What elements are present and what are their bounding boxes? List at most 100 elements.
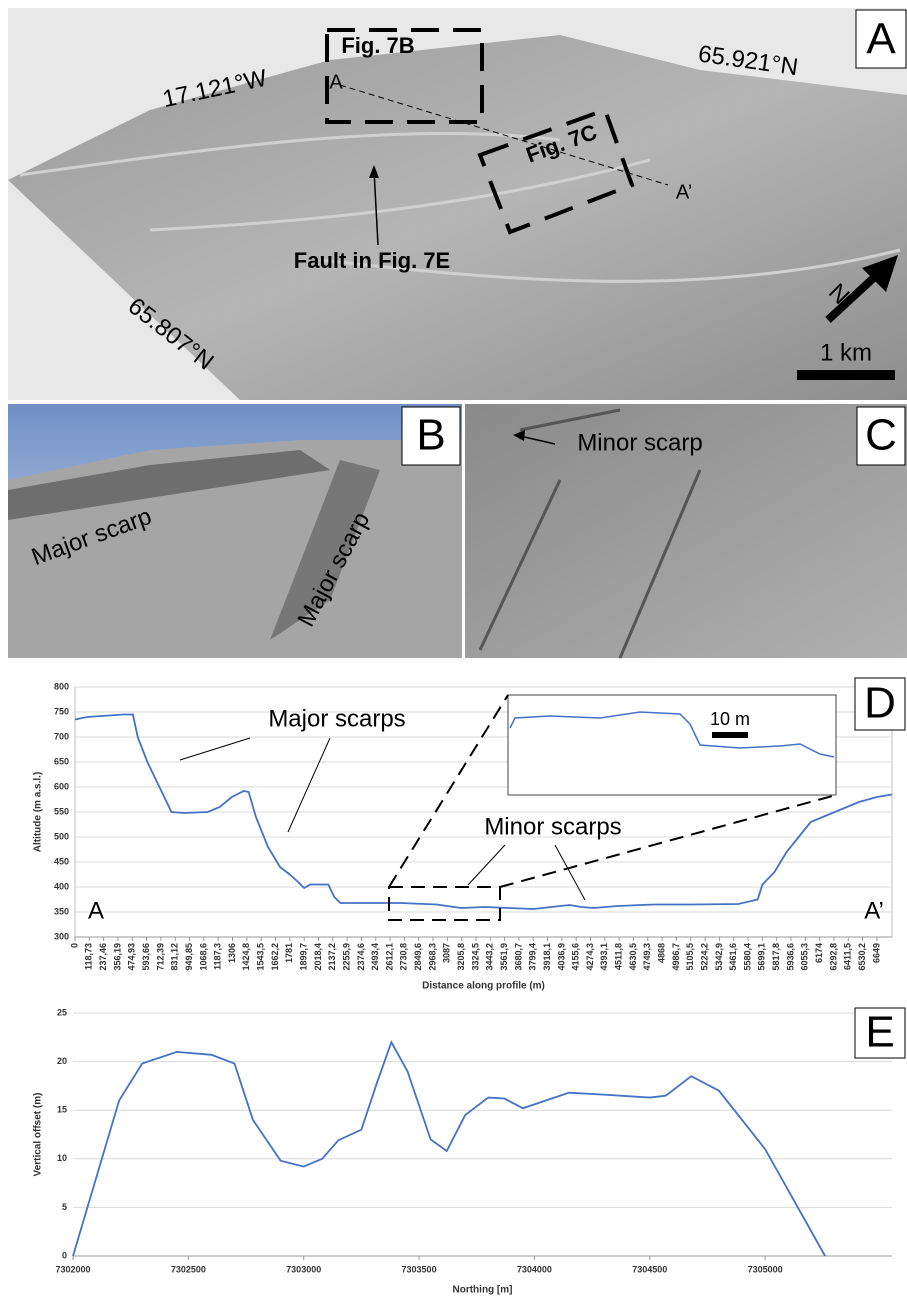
- panel-c: C Minor scarp: [465, 404, 907, 659]
- x-tick-label: 1424,8: [241, 943, 251, 971]
- y-tick-label: 800: [54, 681, 69, 691]
- terrain-texture: [478, 408, 702, 659]
- x-tick-label: 5699,1: [757, 943, 767, 971]
- plot-area: [73, 1013, 892, 1256]
- panel-label: D: [864, 679, 896, 728]
- y-axis-label: Altitude (m a.s.l.): [33, 772, 44, 853]
- x-tick-label: 593,66: [141, 943, 151, 971]
- panel-label-box: [854, 1007, 906, 1059]
- annotation-arrow: [287, 737, 331, 833]
- chart-d-overlay: D 10 m Major scarps Minor scarps A A’: [88, 677, 906, 924]
- x-tick-label: 0: [69, 943, 79, 948]
- inset-line: [509, 711, 835, 758]
- scarp-label: Minor scarp: [577, 429, 702, 456]
- x-tick-label: 7304500: [632, 1264, 667, 1274]
- x-axis-label: Distance along profile (m): [422, 981, 545, 992]
- panel-label-box: [401, 406, 461, 466]
- profile-line: [339, 84, 669, 186]
- chart-e-overlay: E: [854, 1007, 906, 1059]
- panel-label: B: [416, 411, 445, 460]
- x-tick-label: 6055,3: [800, 943, 810, 971]
- x-tick-label: 5936,6: [785, 943, 795, 971]
- x-tick-label: 5342,9: [714, 943, 724, 971]
- panel-a: A Fig. 7B Fig. 7C 17.121°W 65.921°N 65.8…: [8, 8, 907, 400]
- panel-label: C: [865, 411, 897, 460]
- x-tick-label: 3205,8: [456, 943, 466, 971]
- box-7c: [477, 107, 635, 235]
- x-tick-label: 4630,5: [628, 943, 638, 971]
- panel-b: B Major scarp Major scarp: [8, 404, 462, 658]
- profile-end: A’: [864, 897, 884, 924]
- y-tick-label: 550: [54, 806, 69, 816]
- x-tick-label: 237,46: [98, 943, 108, 971]
- x-tick-label: 831,12: [170, 943, 180, 971]
- x-tick-label: 1187,3: [213, 943, 223, 970]
- x-tick-label: 2018,4: [313, 943, 323, 971]
- fault-label: Fault in Fig. 7E: [294, 248, 450, 273]
- x-tick-label: 4511,8: [614, 943, 624, 970]
- arrowhead: [369, 165, 379, 178]
- x-tick-label: 4749,3: [642, 943, 652, 971]
- x-tick-label: 949,85: [184, 943, 194, 971]
- x-tick-label: 5105,5: [685, 943, 695, 971]
- x-tick-label: 3680,7: [513, 943, 523, 971]
- x-tick-label: 2374,6: [356, 943, 366, 971]
- x-tick-label: 3324,5: [470, 943, 480, 971]
- x-tick-label: 7303500: [402, 1264, 437, 1274]
- inset-scale-bar: [712, 732, 748, 738]
- annotation-arrow: [467, 844, 506, 886]
- y-tick-label: 750: [54, 706, 69, 716]
- y-tick-label: 400: [54, 881, 69, 891]
- profile-end: A: [88, 897, 104, 924]
- x-tick-label: 7303000: [286, 1264, 321, 1274]
- x-tick-label: 6174: [814, 943, 824, 963]
- data-line: [72, 1039, 826, 1257]
- arrowhead: [513, 430, 525, 441]
- y-tick-label: 350: [54, 906, 69, 916]
- annotation-arrow: [179, 737, 251, 761]
- y-tick-label: 5: [62, 1202, 67, 1212]
- x-tick-label: 5224,2: [699, 943, 709, 971]
- x-tick-label: 4868: [656, 943, 666, 963]
- y-tick-label: 20: [57, 1056, 67, 1066]
- y-tick-label: 0: [62, 1250, 67, 1260]
- x-tick-label: 2968,3: [427, 943, 437, 971]
- x-tick-label: 3561,9: [499, 943, 509, 971]
- x-tick-label: 6530,2: [857, 943, 867, 971]
- scarp-face: [270, 460, 380, 640]
- x-axis-label: Northing [m]: [453, 1285, 513, 1296]
- x-tick-label: 4036,9: [556, 943, 566, 971]
- x-tick-label: 6411,5: [843, 943, 853, 970]
- y-tick-label: 600: [54, 781, 69, 791]
- terrain: [8, 35, 907, 400]
- x-tick-label: 6649: [871, 943, 881, 963]
- north-arrowhead: [862, 255, 898, 292]
- profile-end: A’: [676, 181, 692, 203]
- x-tick-label: 5461,6: [728, 943, 738, 971]
- x-tick-label: 7305000: [748, 1264, 783, 1274]
- y-tick-label: 450: [54, 856, 69, 866]
- y-tick-label: 300: [54, 931, 69, 941]
- zoom-box: [388, 886, 501, 921]
- x-tick-label: 7302000: [55, 1264, 90, 1274]
- x-tick-label: 2730,8: [399, 943, 409, 971]
- inset-scale-label: 10 m: [710, 709, 750, 729]
- x-tick-label: 3918,1: [542, 943, 552, 971]
- y-tick-label: 25: [57, 1007, 67, 1017]
- x-tick-label: 4986,7: [671, 943, 681, 971]
- x-tick-label: 2849,6: [413, 943, 423, 971]
- x-tick-label: 2255,9: [341, 943, 351, 971]
- box-label: Fig. 7B: [341, 33, 414, 58]
- north-arrow: [825, 269, 883, 323]
- x-tick-label: 1781: [284, 943, 294, 963]
- y-axis-label: Vertical offset (m): [33, 1093, 44, 1177]
- scale-label: 1 km: [820, 339, 872, 366]
- scarp-face: [8, 450, 330, 520]
- x-tick-label: 474,93: [127, 943, 137, 971]
- terrain-texture: [19, 132, 901, 283]
- scarp-arrow: [519, 435, 556, 445]
- x-tick-label: 1543,5: [256, 943, 266, 971]
- panel-label-box: [855, 9, 907, 69]
- zoom-line: [388, 694, 509, 888]
